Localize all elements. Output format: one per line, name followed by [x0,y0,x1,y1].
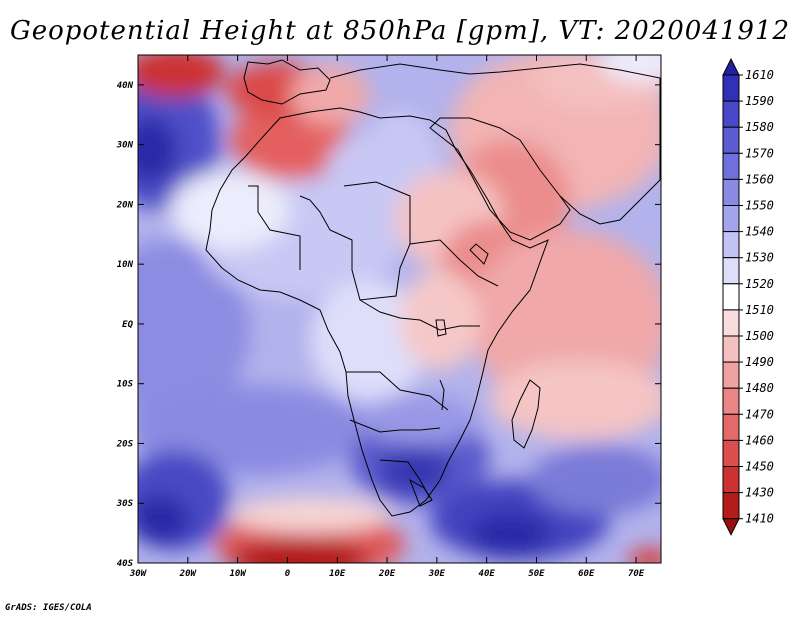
lon-tick-label: 40E [479,569,496,579]
colorbar-segment [723,179,739,205]
lat-tick-label: 10S [117,380,134,390]
lon-tick-label: 10W [229,569,247,579]
colorbar-label: 1610 [745,68,774,82]
map-figure: 30W 20W 10W 0 10E 20E 30E 40E 50E 60E 70E 40N 30N 20N… [0,0,800,618]
colorbar-label: 1410 [745,512,774,526]
lon-tick-label: 0 [285,569,291,579]
colorbar-label: 1460 [745,433,774,447]
colorbar-segment [723,153,739,179]
lon-tick-label: 70E [628,569,645,579]
lat-tick-label: EQ [122,320,133,330]
lon-tick-label: 30E [428,569,446,579]
lon-tick-label: 50E [528,569,545,579]
colorbar-label: 1530 [745,251,774,265]
lon-tick-label: 20E [378,569,396,579]
colorbar-label: 1480 [745,381,774,395]
colorbar-label: 1550 [745,199,774,213]
colorbar-segment [723,362,739,388]
colorbar-segment [723,75,739,101]
colorbar-segment [723,310,739,336]
colorbar-segment [723,258,739,284]
colorbar-segment [723,232,739,258]
lat-tick-label: 40N [117,81,134,91]
height-field [90,38,680,582]
colorbar-segment [723,440,739,466]
lon-tick-label: 60E [578,569,595,579]
colorbar-segment [723,284,739,310]
lat-tick-label: 40S [117,559,134,569]
colorbar-segment [723,467,739,493]
colorbar-segment [723,388,739,414]
colorbar-label: 1510 [745,303,774,317]
colorbar-segment [723,206,739,232]
colorbar-label: 1560 [745,172,774,186]
colorbar-segment [723,414,739,440]
colorbar-label: 1490 [745,355,774,369]
colorbar-label: 1540 [745,225,774,239]
colorbar-label: 1570 [745,146,774,160]
lat-tick-label: 30N [116,141,134,151]
lon-tick-label: 20W [179,569,198,579]
lon-tick-label: 30W [129,569,148,579]
colorbar-label: 1450 [745,460,774,474]
colorbar-top-arrow [723,59,739,75]
colorbar-label: 1590 [745,94,774,108]
lon-tick-label: 10E [329,569,346,579]
lat-tick-label: 20S [116,439,134,449]
colorbar-bottom-arrow [723,519,739,535]
colorbar-segment [723,493,739,519]
colorbar-segment [723,336,739,362]
colorbar-label: 1430 [745,486,774,500]
colorbar-label: 1500 [745,329,774,343]
grads-credit: GrADS: IGES/COLA [5,603,92,613]
colorbar-segment [723,101,739,127]
colorbar-segment [723,127,739,153]
colorbar-label: 1470 [745,407,774,421]
lat-tick-label: 20N [116,200,134,210]
colorbar: 1610 1590 1580 1570 1560 1550 1540 1530 1520 1510… [723,59,774,535]
lat-tick-label: 10N [117,260,134,270]
colorbar-label: 1580 [745,120,774,134]
colorbar-label: 1520 [745,277,774,291]
lat-tick-label: 30S [116,499,134,509]
